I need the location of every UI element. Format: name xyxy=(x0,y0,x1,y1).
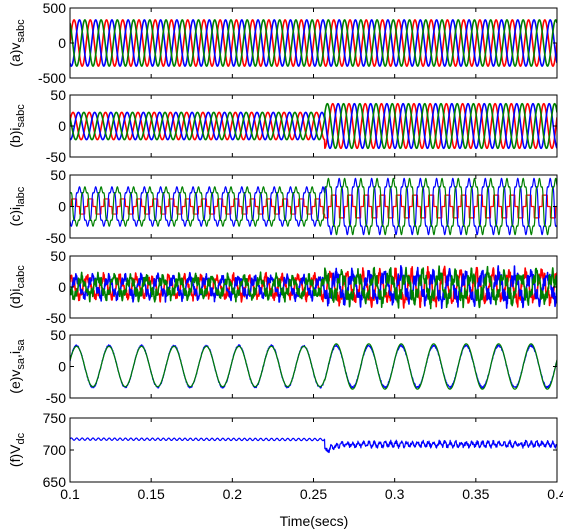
series-ilabc-a xyxy=(70,194,557,219)
x-tick-label: 0.3 xyxy=(385,486,405,502)
x-tick-label: 0.4 xyxy=(547,486,563,502)
y-tick-label: -50 xyxy=(46,390,66,406)
panel-icabc: 50 0 -50 (d)icabc xyxy=(7,248,558,326)
y-tick-label: 500 xyxy=(43,0,67,16)
y-tick-label: 0 xyxy=(58,359,66,375)
y-tick-label: 50 xyxy=(50,327,66,343)
y-axis-label-vdc: (f)Vdc xyxy=(7,432,27,467)
series-ilabc-c xyxy=(70,177,557,236)
y-tick-label: 650 xyxy=(43,474,67,490)
y-tick-label: -50 xyxy=(46,230,66,246)
x-axis-label: Time(secs) xyxy=(280,513,349,529)
y-tick-label: 50 xyxy=(50,248,66,264)
x-tick-label: 0.1 xyxy=(60,486,80,502)
y-tick-label: 50 xyxy=(50,167,66,183)
y-tick-label: -50 xyxy=(46,310,66,326)
x-tick-label: 0.35 xyxy=(462,486,489,502)
y-tick-label: 0 xyxy=(58,35,66,51)
y-axis-label-icabc: (d)icabc xyxy=(7,265,27,309)
panel-isabc: 50 0 -50 (b)isabc xyxy=(7,87,558,165)
x-tick-label: 0.2 xyxy=(223,486,243,502)
y-tick-label: 50 xyxy=(50,87,66,103)
y-tick-label: 0 xyxy=(58,279,66,295)
y-axis-label-ilabc: (c)ilabc xyxy=(7,186,27,226)
y-axis-label-isabc: (b)isabc xyxy=(7,104,27,148)
series-vsa_isa-0 xyxy=(70,344,557,389)
panel-vdc: 750 700 650 (f)Vdc xyxy=(7,410,558,490)
y-tick-label: 0 xyxy=(58,199,66,215)
series-icabc-a xyxy=(70,265,557,309)
y-axis-label-vsabc: (a)vsabc xyxy=(7,19,27,67)
series-ilabc-b xyxy=(70,177,557,236)
series-isabc-b xyxy=(70,102,557,150)
panel-vsa_isa: 50 0 -50 (e)vsa,isa xyxy=(7,327,558,406)
y-tick-label: 750 xyxy=(43,410,67,426)
series-isabc-c xyxy=(70,102,557,150)
series-vsabc-a xyxy=(70,19,557,67)
series-vsabc-b xyxy=(70,19,557,67)
panel-frame xyxy=(69,417,558,483)
panel-vsabc: 500 0 -500 (a)vsabc xyxy=(7,0,558,86)
y-axis-label-vsa_isa: (e)vsa,isa xyxy=(7,338,27,393)
series-vsa_isa-1 xyxy=(70,343,557,390)
series-vdc-0 xyxy=(70,437,557,454)
x-tick-label: 0.25 xyxy=(300,486,327,502)
y-tick-label: 700 xyxy=(43,442,67,458)
y-tick-label: -50 xyxy=(46,149,66,165)
series-vsabc-c xyxy=(70,19,557,67)
panel-ilabc: 50 0 -50 (c)ilabc xyxy=(7,167,558,246)
series-icabc-c xyxy=(70,265,557,310)
y-tick-label: -500 xyxy=(38,70,66,86)
y-tick-label: 0 xyxy=(58,118,66,134)
x-tick-label: 0.15 xyxy=(138,486,165,502)
